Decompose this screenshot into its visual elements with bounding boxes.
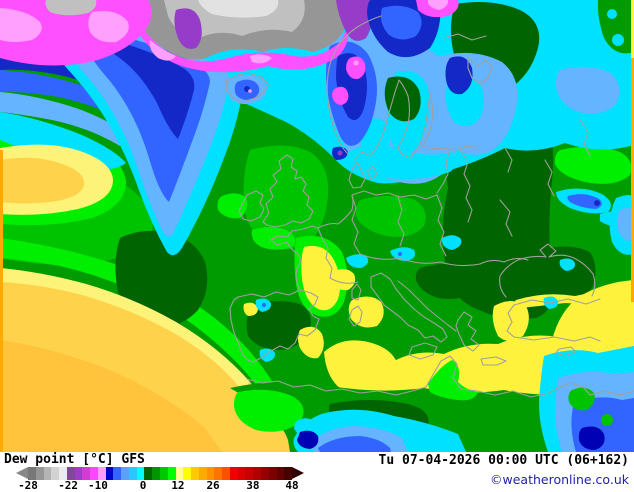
map-title: Dew point [°C] GFS [4,452,145,467]
colorbar-right-arrow [292,467,304,479]
colorbar-tick-label: -10 [88,479,108,492]
weather-map-svg [0,0,634,452]
colorbar-tick-label: 0 [140,479,147,492]
valid-time-label: Tu 07-04-2026 00:00 UTC (06+162) [379,453,629,468]
colorbar-tick-label: 26 [206,479,219,492]
iceland-region [227,75,267,104]
colorbar-tick-label: 48 [285,479,298,492]
colorbar-tick-label: -28 [18,479,38,492]
colorbar-tick-label: 12 [171,479,184,492]
colorbar-left-arrow [16,467,28,479]
map-area [0,0,634,452]
colorbar-tick-label: 38 [246,479,259,492]
colorbar-tick-label: -22 [58,479,78,492]
copyright-link[interactable]: ©weatheronline.co.uk [490,472,629,487]
